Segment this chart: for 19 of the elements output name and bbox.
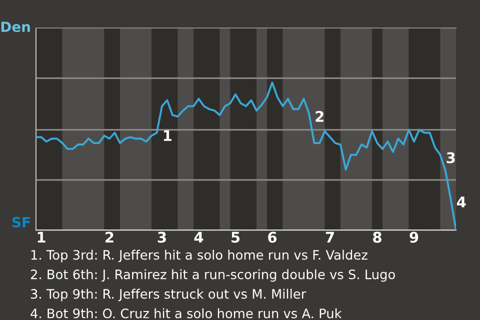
- x-tick-label: 8: [373, 232, 382, 243]
- x-tick-label: 6: [268, 232, 277, 243]
- text: Den: [1, 22, 30, 32]
- text: 1. Top 3rd: R. Jeffers hit a solo home run vs F. Valdez: [31, 250, 368, 262]
- text: 4: [456, 196, 466, 208]
- text: 2. Bot 6th: J. Ramirez hit a run-scoring double vs S. Lugo: [30, 269, 395, 282]
- x-tick-label: 9: [410, 232, 418, 243]
- x-tick-label: 4: [194, 232, 204, 243]
- annotation: 2: [316, 110, 324, 122]
- text: SF: [12, 216, 30, 228]
- x-tick-label: 5: [232, 232, 240, 243]
- x-tick-label: 3: [158, 232, 166, 243]
- annotation: 3: [446, 152, 455, 164]
- annotation: 1: [164, 130, 172, 141]
- text: 4. Bot 9th: O. Cruz hit a solo home run vs A. Puk: [30, 308, 342, 318]
- x-tick-label: 7: [326, 232, 334, 243]
- x-tick-label: 1: [38, 232, 46, 243]
- text: 3. Top 9th: R. Jeffers struck out vs M. Miller: [30, 288, 306, 302]
- x-tick-label: 2: [106, 232, 114, 243]
